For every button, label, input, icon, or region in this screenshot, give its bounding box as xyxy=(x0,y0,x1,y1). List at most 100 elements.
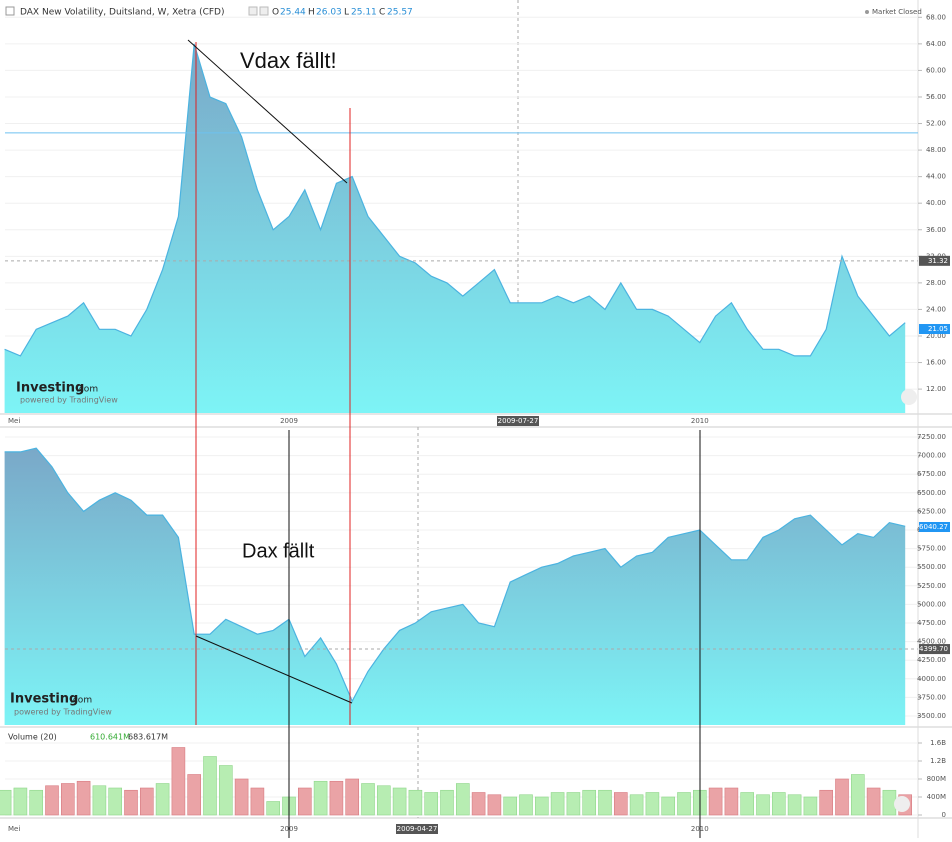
y-tick-label: 6750.00 xyxy=(917,470,946,478)
bar xyxy=(219,765,233,816)
bar xyxy=(645,792,660,816)
bar xyxy=(819,789,834,816)
price-label: 6040.27 xyxy=(919,523,948,531)
collapse-icon[interactable] xyxy=(5,6,15,16)
bar xyxy=(424,792,439,816)
annotation-line xyxy=(195,635,353,704)
y-tick-label: 48.00 xyxy=(926,146,946,154)
y-tick-label: 7000.00 xyxy=(917,452,946,460)
y-tick-label: 40.00 xyxy=(926,199,946,207)
y-tick-label: 36.00 xyxy=(926,226,946,234)
bar xyxy=(203,756,217,816)
y-tick-label: 3750.00 xyxy=(917,693,946,701)
bar xyxy=(455,783,470,816)
logo-name: Investing xyxy=(10,692,78,707)
annotation: Dax fällt xyxy=(242,540,315,562)
y-tick-label: 3500.00 xyxy=(917,712,946,720)
y-tick-label: 68.00 xyxy=(926,13,946,21)
ohlc-value: 25.44 xyxy=(280,8,306,18)
price-label-box xyxy=(919,255,950,266)
price-label: 4399.70 xyxy=(919,645,948,653)
logo-domain: .com xyxy=(76,385,98,395)
bar xyxy=(582,789,597,816)
bar xyxy=(60,783,75,816)
scroll-button[interactable] xyxy=(901,389,917,405)
bar xyxy=(155,783,170,816)
bar xyxy=(661,796,676,816)
ohlc-label: L xyxy=(344,8,349,18)
line xyxy=(4,43,906,357)
x-tick-label: 2010 xyxy=(691,417,709,425)
scroll-button[interactable] xyxy=(894,796,910,812)
ohlc-value: 26.03 xyxy=(316,8,342,18)
y-tick-label: 0 xyxy=(942,811,946,819)
cursor-label-box xyxy=(396,824,438,834)
y-tick-label: 60.00 xyxy=(926,66,946,74)
y-tick-label: 1.6B xyxy=(930,739,946,747)
bar xyxy=(835,778,849,816)
market-status: Market Closed xyxy=(872,8,922,16)
bar xyxy=(708,787,723,816)
bar xyxy=(850,774,865,816)
y-tick-label: 5000.00 xyxy=(917,600,946,608)
bar xyxy=(724,787,739,816)
bar xyxy=(376,785,391,816)
line xyxy=(4,447,906,703)
cursor-x-label: 2009-07-27 xyxy=(498,417,539,425)
bar xyxy=(566,792,581,816)
y-tick-label: 4750.00 xyxy=(917,619,946,627)
logo-tagline: powered by TradingView xyxy=(14,708,112,717)
bar xyxy=(677,792,691,816)
ohlc-label: H xyxy=(308,8,315,18)
y-tick-label: 5250.00 xyxy=(917,582,946,590)
y-tick-label: 5750.00 xyxy=(917,545,946,553)
settings-icon[interactable] xyxy=(248,6,258,16)
bar xyxy=(76,780,91,816)
bar xyxy=(408,789,423,816)
annotation-line xyxy=(187,39,348,184)
y-tick-label: 6500.00 xyxy=(917,489,946,497)
bar xyxy=(740,792,755,816)
y-tick-label: 12.00 xyxy=(926,385,946,393)
close-icon[interactable] xyxy=(259,6,269,16)
cursor-x-label: 2009-04-27 xyxy=(397,825,438,833)
y-tick-label: 400M xyxy=(927,793,946,801)
logo: Investing .com powered by TradingView In… xyxy=(10,381,118,717)
annotation: Vdax fällt! xyxy=(240,48,337,73)
bar xyxy=(0,789,12,816)
area xyxy=(4,448,906,725)
price-label-box xyxy=(919,644,950,655)
bar xyxy=(329,780,344,816)
bar xyxy=(250,787,265,816)
status-dot xyxy=(865,10,869,14)
bar xyxy=(234,778,249,816)
plots: 12.0016.0020.0024.0028.0032.0036.0040.00… xyxy=(0,13,950,833)
bar xyxy=(756,794,770,816)
bar xyxy=(140,787,154,816)
ohlc-value: 25.57 xyxy=(387,8,413,18)
bar xyxy=(392,787,407,816)
bar xyxy=(787,794,802,816)
bar xyxy=(29,789,44,816)
bar xyxy=(550,792,565,816)
x-tick-label: Mei xyxy=(8,417,20,425)
bar xyxy=(598,789,612,816)
bar xyxy=(803,796,818,816)
price-label-box xyxy=(919,324,950,335)
y-tick-label: 6250.00 xyxy=(917,507,946,515)
bar xyxy=(771,792,786,816)
ohlc-value: 25.11 xyxy=(351,8,377,18)
volume-average: 683.617M xyxy=(128,733,168,742)
price-label-box xyxy=(919,522,950,533)
bar xyxy=(519,794,533,816)
y-tick-label: 800M xyxy=(927,775,946,783)
price-label: 21.05 xyxy=(928,325,948,333)
y-tick-label: 4000.00 xyxy=(917,675,946,683)
bar xyxy=(297,787,312,816)
y-tick-label: 28.00 xyxy=(926,279,946,287)
y-tick-label: 7250.00 xyxy=(917,433,946,441)
bar xyxy=(187,774,201,816)
volume-title: Volume (20) xyxy=(8,733,57,742)
bar xyxy=(266,801,281,816)
y-tick-label: 64.00 xyxy=(926,40,946,48)
